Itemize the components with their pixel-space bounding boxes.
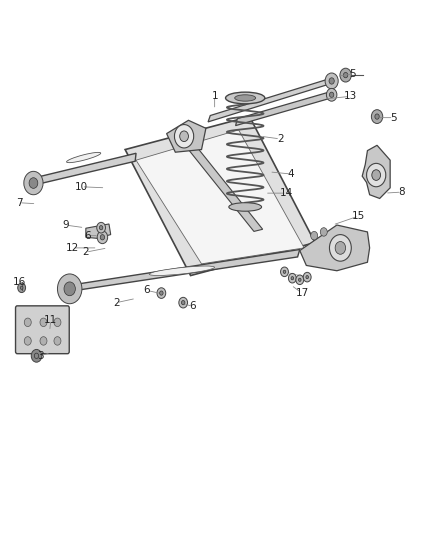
Text: 2: 2 (277, 134, 283, 144)
Text: 3: 3 (37, 351, 43, 361)
Circle shape (291, 277, 293, 280)
Ellipse shape (149, 266, 215, 276)
Circle shape (320, 228, 327, 236)
Circle shape (174, 125, 194, 148)
Circle shape (54, 337, 61, 345)
Text: 6: 6 (84, 231, 91, 241)
Circle shape (29, 177, 38, 188)
Circle shape (329, 92, 334, 98)
Circle shape (335, 241, 346, 254)
Circle shape (99, 225, 103, 230)
Circle shape (54, 318, 61, 327)
Polygon shape (208, 78, 332, 122)
Text: 9: 9 (62, 220, 69, 230)
Text: 4: 4 (288, 169, 294, 179)
Circle shape (97, 231, 108, 244)
Circle shape (371, 110, 383, 124)
Text: 2: 2 (82, 247, 89, 257)
Circle shape (326, 88, 337, 101)
Circle shape (24, 337, 31, 345)
Circle shape (18, 283, 25, 293)
Text: 1: 1 (211, 91, 218, 101)
Text: 5: 5 (390, 112, 397, 123)
Text: 12: 12 (66, 243, 79, 253)
Circle shape (296, 275, 304, 285)
Circle shape (159, 291, 163, 295)
Circle shape (20, 286, 23, 289)
Circle shape (340, 68, 351, 82)
Circle shape (303, 272, 311, 282)
Circle shape (372, 169, 381, 180)
Text: 11: 11 (44, 314, 57, 325)
Circle shape (181, 301, 185, 305)
Text: 2: 2 (113, 297, 120, 308)
Circle shape (375, 114, 379, 119)
Circle shape (97, 222, 106, 233)
Circle shape (343, 72, 348, 78)
Text: 15: 15 (352, 211, 365, 221)
Polygon shape (362, 146, 390, 198)
Circle shape (24, 171, 43, 195)
Circle shape (40, 337, 47, 345)
Circle shape (100, 235, 105, 240)
Ellipse shape (229, 203, 261, 211)
Polygon shape (125, 117, 315, 276)
Text: 17: 17 (295, 288, 309, 298)
FancyBboxPatch shape (15, 306, 69, 354)
Circle shape (325, 73, 338, 89)
Circle shape (306, 276, 308, 279)
Circle shape (157, 288, 166, 298)
Circle shape (329, 78, 334, 84)
Polygon shape (300, 225, 370, 271)
Text: 14: 14 (280, 188, 293, 198)
Text: 13: 13 (343, 91, 357, 101)
Polygon shape (136, 130, 304, 264)
Polygon shape (27, 154, 136, 187)
Ellipse shape (226, 92, 265, 104)
Polygon shape (166, 120, 206, 152)
Polygon shape (65, 249, 300, 292)
Circle shape (180, 131, 188, 142)
Circle shape (329, 235, 351, 261)
Circle shape (40, 318, 47, 327)
Circle shape (283, 270, 286, 273)
Circle shape (57, 274, 82, 304)
Circle shape (288, 273, 296, 283)
Text: 10: 10 (75, 182, 88, 192)
Polygon shape (86, 224, 111, 238)
Text: 7: 7 (16, 198, 22, 208)
Circle shape (179, 297, 187, 308)
Circle shape (64, 282, 75, 296)
Text: 6: 6 (144, 286, 150, 295)
Circle shape (298, 278, 301, 281)
Text: 8: 8 (398, 187, 405, 197)
Ellipse shape (67, 152, 101, 163)
Circle shape (34, 353, 39, 359)
Circle shape (367, 164, 386, 187)
Circle shape (24, 318, 31, 327)
Text: 6: 6 (190, 301, 196, 311)
Circle shape (311, 231, 318, 240)
Circle shape (31, 350, 42, 362)
Text: 5: 5 (349, 69, 356, 79)
Text: 16: 16 (12, 278, 26, 287)
Polygon shape (188, 148, 263, 231)
Circle shape (281, 267, 288, 277)
Polygon shape (236, 91, 332, 126)
Ellipse shape (235, 95, 256, 101)
